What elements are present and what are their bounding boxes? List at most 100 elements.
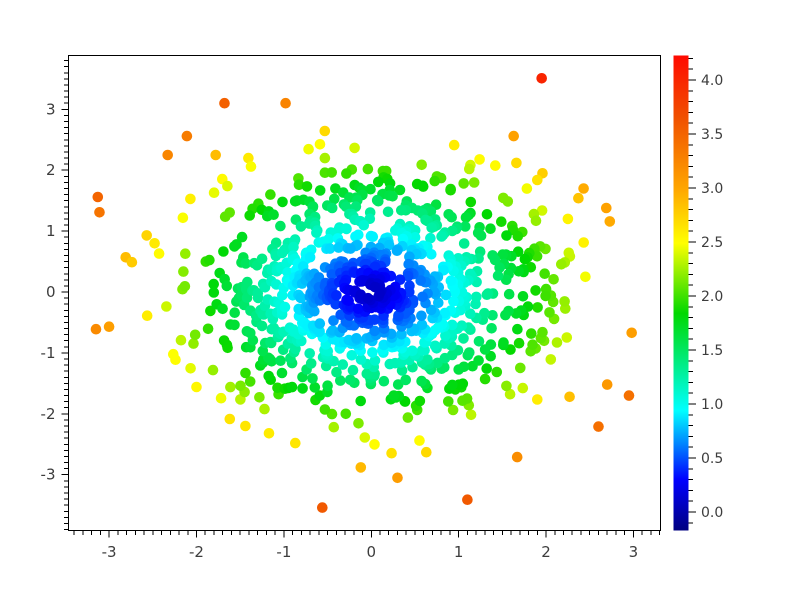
scatter-point	[359, 432, 371, 443]
scatter-point	[219, 211, 231, 222]
colorbar-tick-label: 2.5	[701, 235, 723, 251]
scatter-point	[486, 323, 497, 334]
scatter-point	[416, 319, 428, 331]
scatter-point	[400, 374, 412, 386]
colorbar-tick-label: 0.0	[701, 505, 723, 521]
scatter-point	[508, 130, 519, 142]
x-tick-label: -2	[189, 543, 204, 561]
scatter-point	[439, 352, 451, 364]
scatter-point	[280, 97, 291, 109]
scatter-point	[513, 337, 525, 349]
scatter-point	[324, 243, 336, 254]
scatter-point	[473, 355, 484, 366]
scatter-point	[445, 184, 456, 196]
scatter-point	[161, 301, 172, 312]
scatter-point	[335, 309, 347, 321]
scatter-point	[304, 251, 316, 263]
scatter-point	[352, 303, 364, 315]
scatter-point	[425, 232, 436, 244]
scatter-point	[461, 393, 473, 404]
scatter-point	[460, 221, 471, 232]
scatter-point	[256, 320, 268, 332]
scatter-point	[473, 336, 485, 347]
scatter-point	[263, 428, 275, 439]
scatter-point	[208, 287, 220, 298]
y-tick-label: 0	[46, 283, 56, 301]
scatter-point	[319, 404, 331, 415]
scatter-point	[497, 249, 509, 260]
y-tick-label: -2	[41, 405, 56, 423]
x-tick-label: 1	[454, 543, 464, 561]
scatter-point	[422, 354, 433, 365]
scatter-point	[414, 435, 425, 446]
scatter-point	[331, 290, 342, 301]
scatter-point	[245, 327, 256, 339]
scatter-point	[402, 270, 414, 282]
scatter-point	[355, 354, 367, 365]
scatter-point	[349, 142, 360, 154]
scatter-point	[328, 421, 340, 433]
scatter-point	[259, 403, 270, 415]
scatter-point	[208, 187, 220, 198]
colorbar-ticks: 0.0 0.5 1.0 1.5 2.0 2.5 3.0 3.5 4.0	[688, 57, 723, 524]
scatter-point	[501, 230, 512, 241]
scatter-point	[218, 246, 229, 257]
scatter-point	[501, 380, 512, 392]
scatter-point	[358, 220, 370, 231]
scatter-point	[231, 239, 242, 250]
scatter-point	[382, 206, 394, 218]
x-tick-label: 2	[541, 543, 551, 561]
plot-frame	[68, 55, 661, 531]
scatter-point	[421, 446, 432, 458]
colorbar-tick-label: 1.5	[701, 343, 723, 359]
scatter-point	[340, 408, 352, 420]
scatter-point	[265, 189, 276, 200]
scatter-point	[578, 183, 589, 194]
scatter-point	[365, 183, 376, 195]
scatter-point	[279, 301, 291, 313]
scatter-point	[462, 494, 473, 506]
scatter-point	[396, 329, 407, 340]
scatter-point	[544, 307, 555, 318]
scatter-point	[545, 354, 557, 365]
scatter-point	[288, 324, 299, 336]
scatter-point	[536, 73, 547, 84]
scatter-point	[288, 241, 299, 253]
scatter-point	[429, 175, 441, 187]
scatter-point	[537, 326, 548, 338]
scatter-point	[394, 184, 406, 196]
scatter-point	[240, 420, 251, 432]
scatter-point	[369, 281, 381, 293]
scatter-point	[243, 152, 254, 164]
scatter-point	[181, 130, 193, 142]
scatter-point	[481, 289, 493, 301]
scatter-point	[626, 327, 637, 339]
scatter-point	[489, 254, 501, 266]
scatter-point	[448, 139, 460, 151]
scatter-point	[275, 355, 286, 367]
scatter-point	[530, 215, 542, 227]
scatter-point	[448, 296, 459, 307]
scatter-point	[92, 191, 104, 203]
scatter-point	[90, 323, 102, 335]
scatter-point	[162, 149, 173, 161]
scatter-point	[464, 163, 475, 175]
scatter-point	[465, 409, 477, 421]
scatter-point	[468, 177, 480, 188]
scatter-point	[295, 292, 307, 304]
scatter-point	[436, 231, 447, 242]
colorbar-tick-label: 2.0	[701, 289, 723, 305]
colorbar-tick-label: 3.5	[701, 127, 723, 143]
scatter-point	[604, 216, 616, 227]
scatter-point	[317, 502, 328, 513]
scatter-point	[367, 231, 379, 242]
scatter-point	[367, 347, 378, 358]
scatter-point	[386, 447, 397, 459]
scatter-point	[207, 364, 219, 376]
scatter-point	[240, 367, 251, 379]
scatter-point	[378, 375, 390, 387]
scatter-point	[331, 366, 342, 378]
scatter-point	[511, 157, 522, 169]
scatter-point	[417, 181, 429, 192]
scatter-point	[256, 253, 268, 265]
